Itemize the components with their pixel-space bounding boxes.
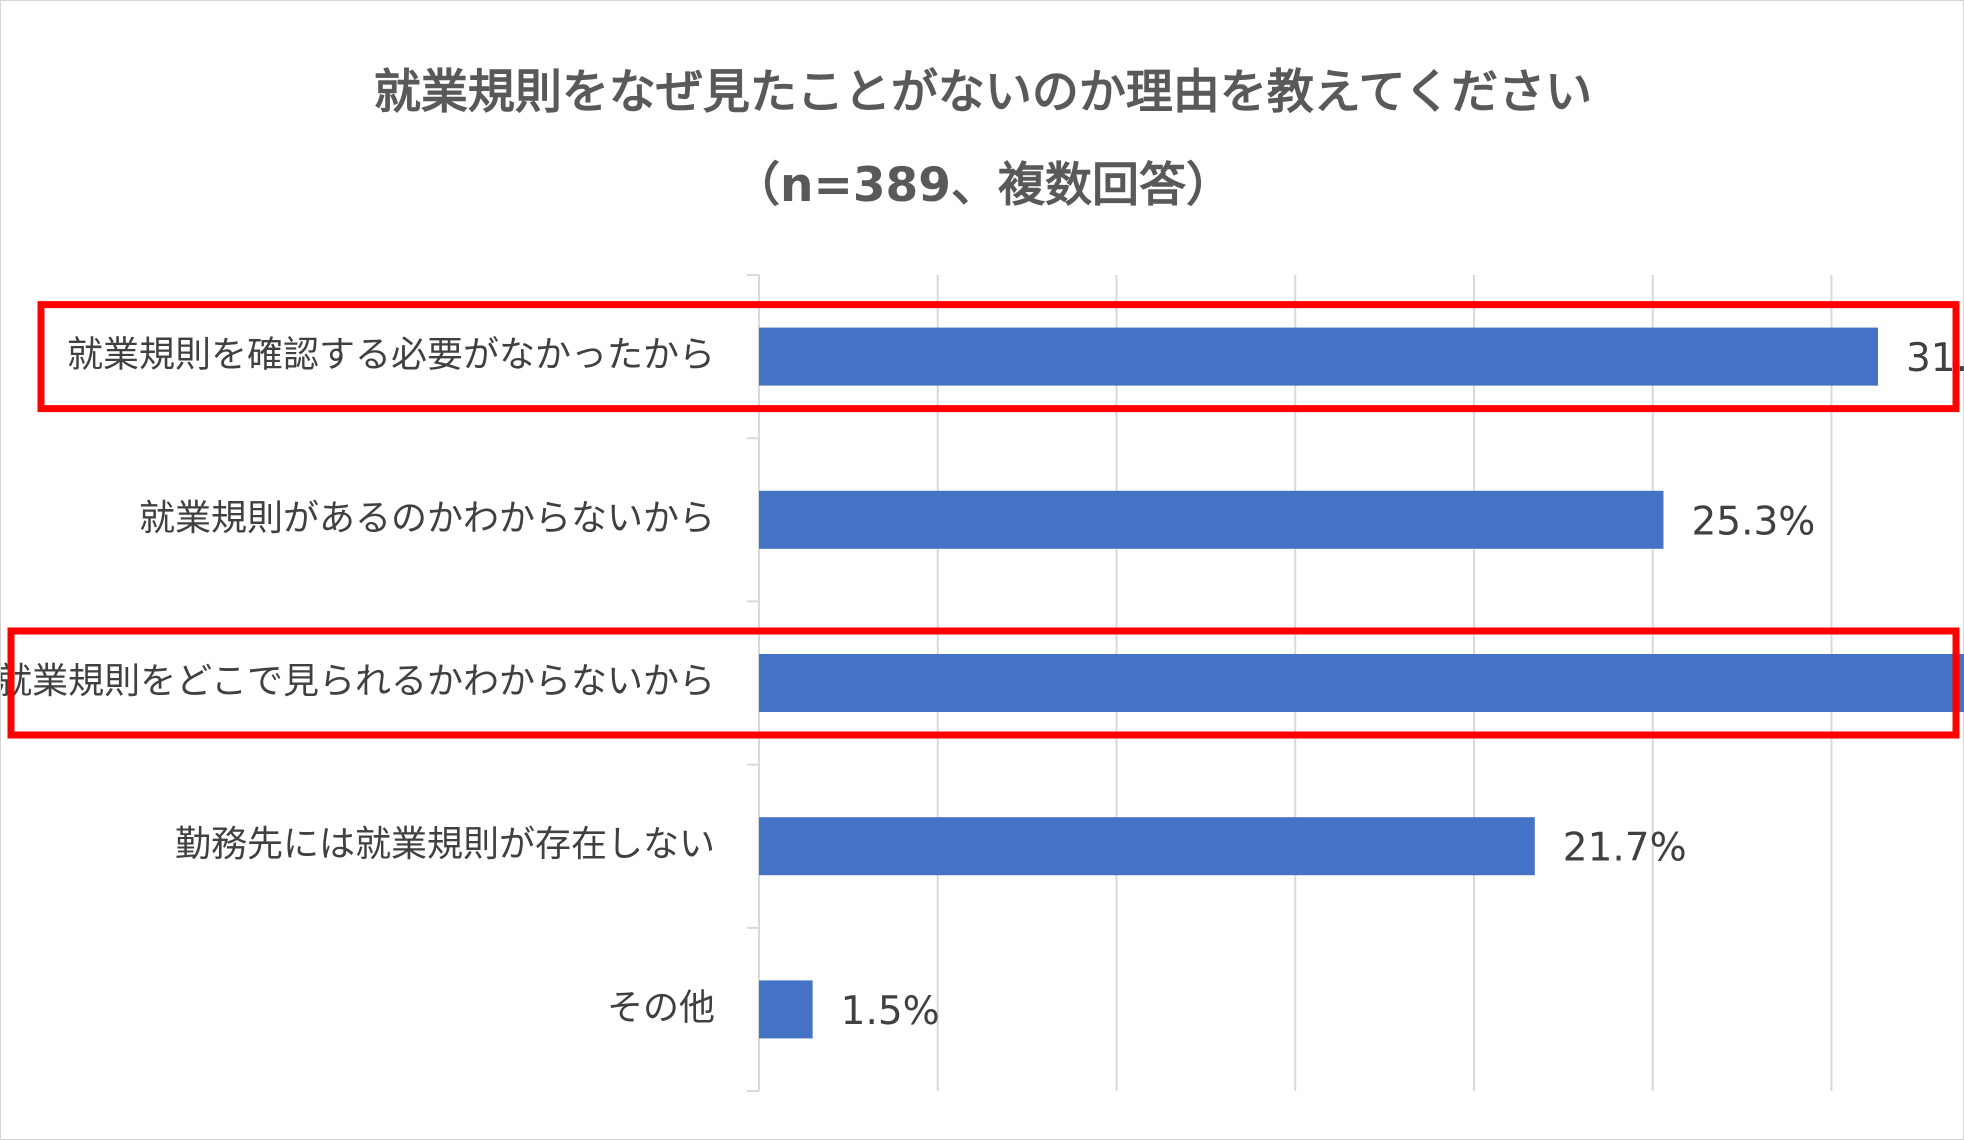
chart-title: 就業規則をなぜ見たことがないのか理由を教えてください <box>373 65 1593 120</box>
bar <box>759 327 1878 386</box>
highlight-box <box>37 301 1960 413</box>
bar <box>759 817 1535 876</box>
value-label: 25.3% <box>1691 499 1815 544</box>
bar <box>759 980 813 1039</box>
category-label: 就業規則を確認する必要がなかったから <box>67 335 715 376</box>
category-label: その他 <box>607 987 715 1028</box>
bar <box>759 654 1964 712</box>
category-label: 勤務先には就業規則が存在しない <box>175 824 715 865</box>
category-label: 就業規則があるのかわからないから <box>139 498 715 539</box>
value-label: 1.5% <box>841 989 940 1034</box>
bar <box>759 490 1664 549</box>
category-label: 就業規則をどこで見られるかわからないから <box>1 661 715 702</box>
value-label: 21.7% <box>1563 826 1687 871</box>
chart-subtitle: （n=389、複数回答） <box>733 158 1233 213</box>
highlight-box <box>7 627 1960 739</box>
